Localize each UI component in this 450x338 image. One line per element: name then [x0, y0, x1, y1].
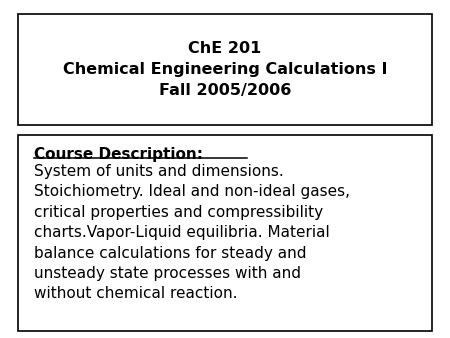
Text: Course Description:: Course Description:	[34, 147, 203, 162]
Text: ChE 201
Chemical Engineering Calculations I
Fall 2005/2006: ChE 201 Chemical Engineering Calculation…	[63, 41, 387, 98]
Text: System of units and dimensions.
Stoichiometry. Ideal and non-ideal gases,
critic: System of units and dimensions. Stoichio…	[34, 164, 350, 301]
FancyBboxPatch shape	[18, 14, 432, 125]
FancyBboxPatch shape	[18, 135, 432, 331]
